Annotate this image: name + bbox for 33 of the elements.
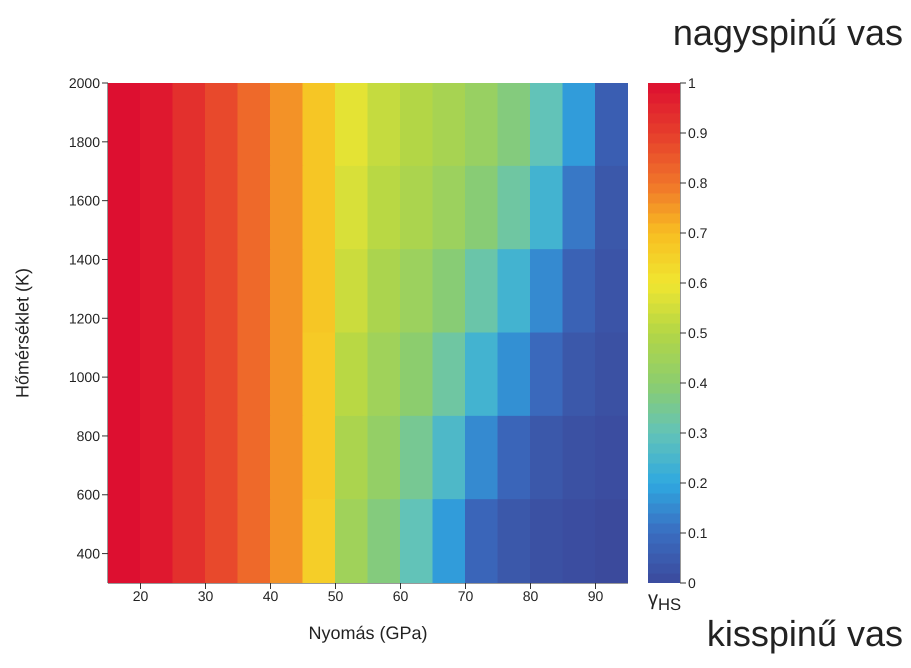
color-bar-label: 0.3 [688,424,708,441]
x-tick-label: 80 [522,588,538,604]
color-bar-label: 0.4 [688,374,708,391]
color-bar-label: 0.6 [688,274,708,291]
color-bar-label: 0.7 [688,224,708,241]
color-bar-label: 0.8 [688,174,708,191]
color-bar-label: 1 [688,74,696,91]
x-tick-label: 30 [198,588,214,604]
x-axis-title: Nyomás (GPa) [308,623,428,643]
x-tick-label: 70 [458,588,474,604]
y-tick-label: 2000 [68,74,100,91]
x-tick-label: 90 [588,588,604,604]
y-tick-label: 1400 [68,251,100,268]
y-tick-label: 1600 [68,192,100,209]
color-bar-label: 0.9 [688,124,708,141]
x-tick-label: 40 [262,588,278,604]
y-tick-label: 1200 [68,310,100,326]
y-tick-label: 800 [76,428,100,444]
text: kisspinű vas [706,613,903,655]
y-tick-label: 600 [76,486,100,503]
y-axis-title: Hőmérséklet (K) [12,268,32,398]
color-bar-label: 0.2 [688,474,708,491]
x-tick-label: 50 [328,588,344,604]
color-bar-label: 0.5 [688,324,708,341]
x-tick-label: 20 [132,588,148,604]
color-bar-title: γ$_{HS}$ [648,588,682,615]
y-tick-label: 1000 [68,369,100,386]
color-bar-label: 0.1 [688,524,708,541]
x-tick-label: 60 [392,588,408,604]
y-tick-label: 400 [76,546,100,562]
y-tick-label: 1800 [68,134,100,150]
text: nagyspinű vas [672,12,903,54]
color-bar-label: 0 [688,574,696,591]
